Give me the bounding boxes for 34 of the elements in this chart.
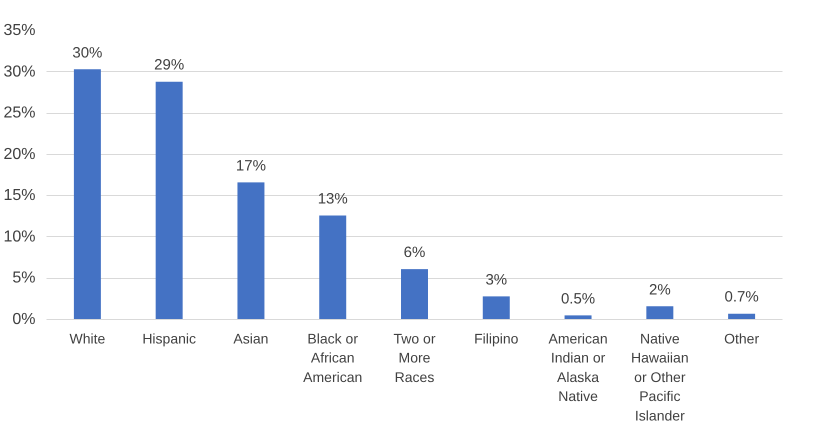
x-tick-label: Native Hawaiian or Other Pacific Islander bbox=[631, 330, 689, 424]
x-tick-label: Asian bbox=[233, 330, 268, 346]
x-tick-label: Hispanic bbox=[142, 330, 196, 346]
data-label: 29% bbox=[154, 56, 184, 74]
data-label: 13% bbox=[318, 190, 348, 208]
x-tick-label: Other bbox=[724, 330, 760, 346]
bar bbox=[401, 269, 428, 320]
bar bbox=[237, 182, 264, 320]
data-label: 0.7% bbox=[724, 288, 759, 306]
data-label: 2% bbox=[648, 281, 671, 298]
x-tick-label: Two or More Races bbox=[393, 330, 436, 385]
y-tick-label: 30% bbox=[3, 63, 36, 80]
y-tick-label: 20% bbox=[3, 146, 36, 163]
bar bbox=[319, 215, 346, 320]
x-tick-label: American Indian or Alaska Native bbox=[548, 330, 608, 404]
x-tick-label: White bbox=[69, 330, 106, 346]
x-tick-label: Filipino bbox=[474, 330, 519, 346]
bar bbox=[728, 314, 756, 320]
data-label: 0.5% bbox=[560, 290, 596, 308]
data-label: 3% bbox=[485, 271, 508, 288]
y-tick-label: 10% bbox=[3, 228, 36, 246]
data-label: 6% bbox=[404, 244, 426, 262]
y-tick-label: 5% bbox=[12, 270, 36, 287]
y-tick-label: 0% bbox=[12, 311, 36, 328]
bar bbox=[74, 69, 101, 320]
y-tick-label: 15% bbox=[3, 187, 36, 204]
data-label: 30% bbox=[72, 44, 102, 62]
x-tick-label: Black or African American bbox=[303, 330, 362, 385]
bar bbox=[646, 306, 674, 320]
bar bbox=[482, 296, 510, 320]
y-tick-label: 25% bbox=[3, 104, 36, 122]
y-tick-label: 35% bbox=[3, 22, 36, 39]
bar bbox=[156, 82, 183, 320]
data-label: 17% bbox=[236, 157, 266, 174]
